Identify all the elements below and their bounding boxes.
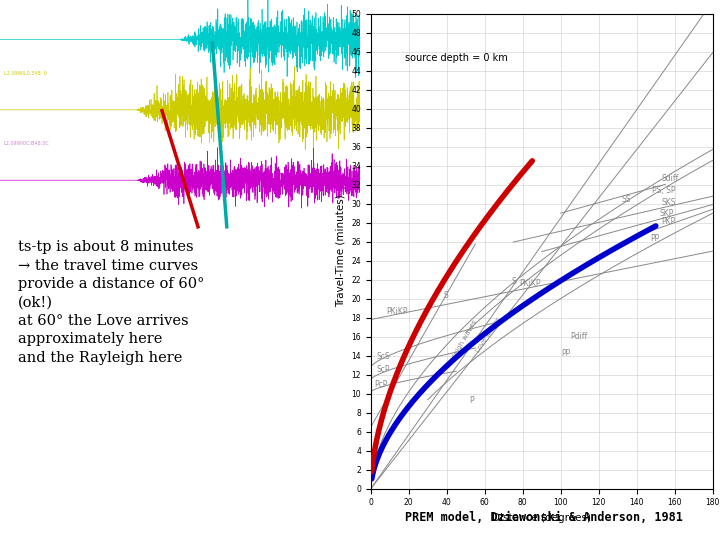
Y-axis label: Travel-Time (minutes): Travel-Time (minutes) <box>336 195 346 307</box>
Text: L2.09WIL0.348: 0: L2.09WIL0.348: 0 <box>4 71 47 76</box>
Text: Love waves: Love waves <box>475 316 502 354</box>
Text: 10h3.0m: 10h3.0m <box>124 212 143 217</box>
Text: ScP: ScP <box>377 366 390 374</box>
Text: PKiKP: PKiKP <box>386 307 408 316</box>
Text: source depth = 0 km: source depth = 0 km <box>405 53 508 63</box>
Text: PREM model, Dziewonski & Anderson, 1981: PREM model, Dziewonski & Anderson, 1981 <box>405 511 683 524</box>
Text: 10h2.0m: 10h2.0m <box>19 212 38 217</box>
Text: PP: PP <box>561 349 570 357</box>
Text: Rayleigh waves: Rayleigh waves <box>446 319 478 369</box>
Text: 10h4.m: 10h4.m <box>212 212 228 217</box>
Text: PcP: PcP <box>374 380 388 389</box>
Text: 11.09.m02:84c:10: 11.09.m02:84c:10 <box>47 15 84 18</box>
X-axis label: Distance (degrees): Distance (degrees) <box>492 513 591 523</box>
Text: Sdiff: Sdiff <box>662 174 679 184</box>
Text: S1.09871T:-8:47.9: S1.09871T:-8:47.9 <box>47 18 91 23</box>
Text: S: S <box>443 291 448 300</box>
Text: Pdiff: Pdiff <box>570 332 588 341</box>
Text: ts-tp is about 8 minutes
→ the travel time curves
provide a distance of 60°
(ok!: ts-tp is about 8 minutes → the travel ti… <box>18 240 204 364</box>
Text: PS, SP: PS, SP <box>652 186 675 195</box>
Text: ScS: ScS <box>377 352 390 361</box>
Text: PKiKP: PKiKP <box>519 279 541 288</box>
Text: P: P <box>469 396 474 405</box>
Text: PP: PP <box>650 234 660 243</box>
Text: L2.09WI0C:B48:3C: L2.09WI0C:B48:3C <box>4 141 50 146</box>
Text: SS: SS <box>621 194 631 204</box>
Text: SKP: SKP <box>660 208 674 218</box>
Text: 2005/04/3 0.000 11:14:m00:25c: 2005/04/3 0.000 11:14:m00:25c <box>47 3 126 8</box>
Text: SKS: SKS <box>662 198 676 207</box>
Text: 10h5.0m: 10h5.0m <box>304 212 323 217</box>
Text: S: S <box>511 278 516 286</box>
Text: PKP: PKP <box>662 217 676 226</box>
